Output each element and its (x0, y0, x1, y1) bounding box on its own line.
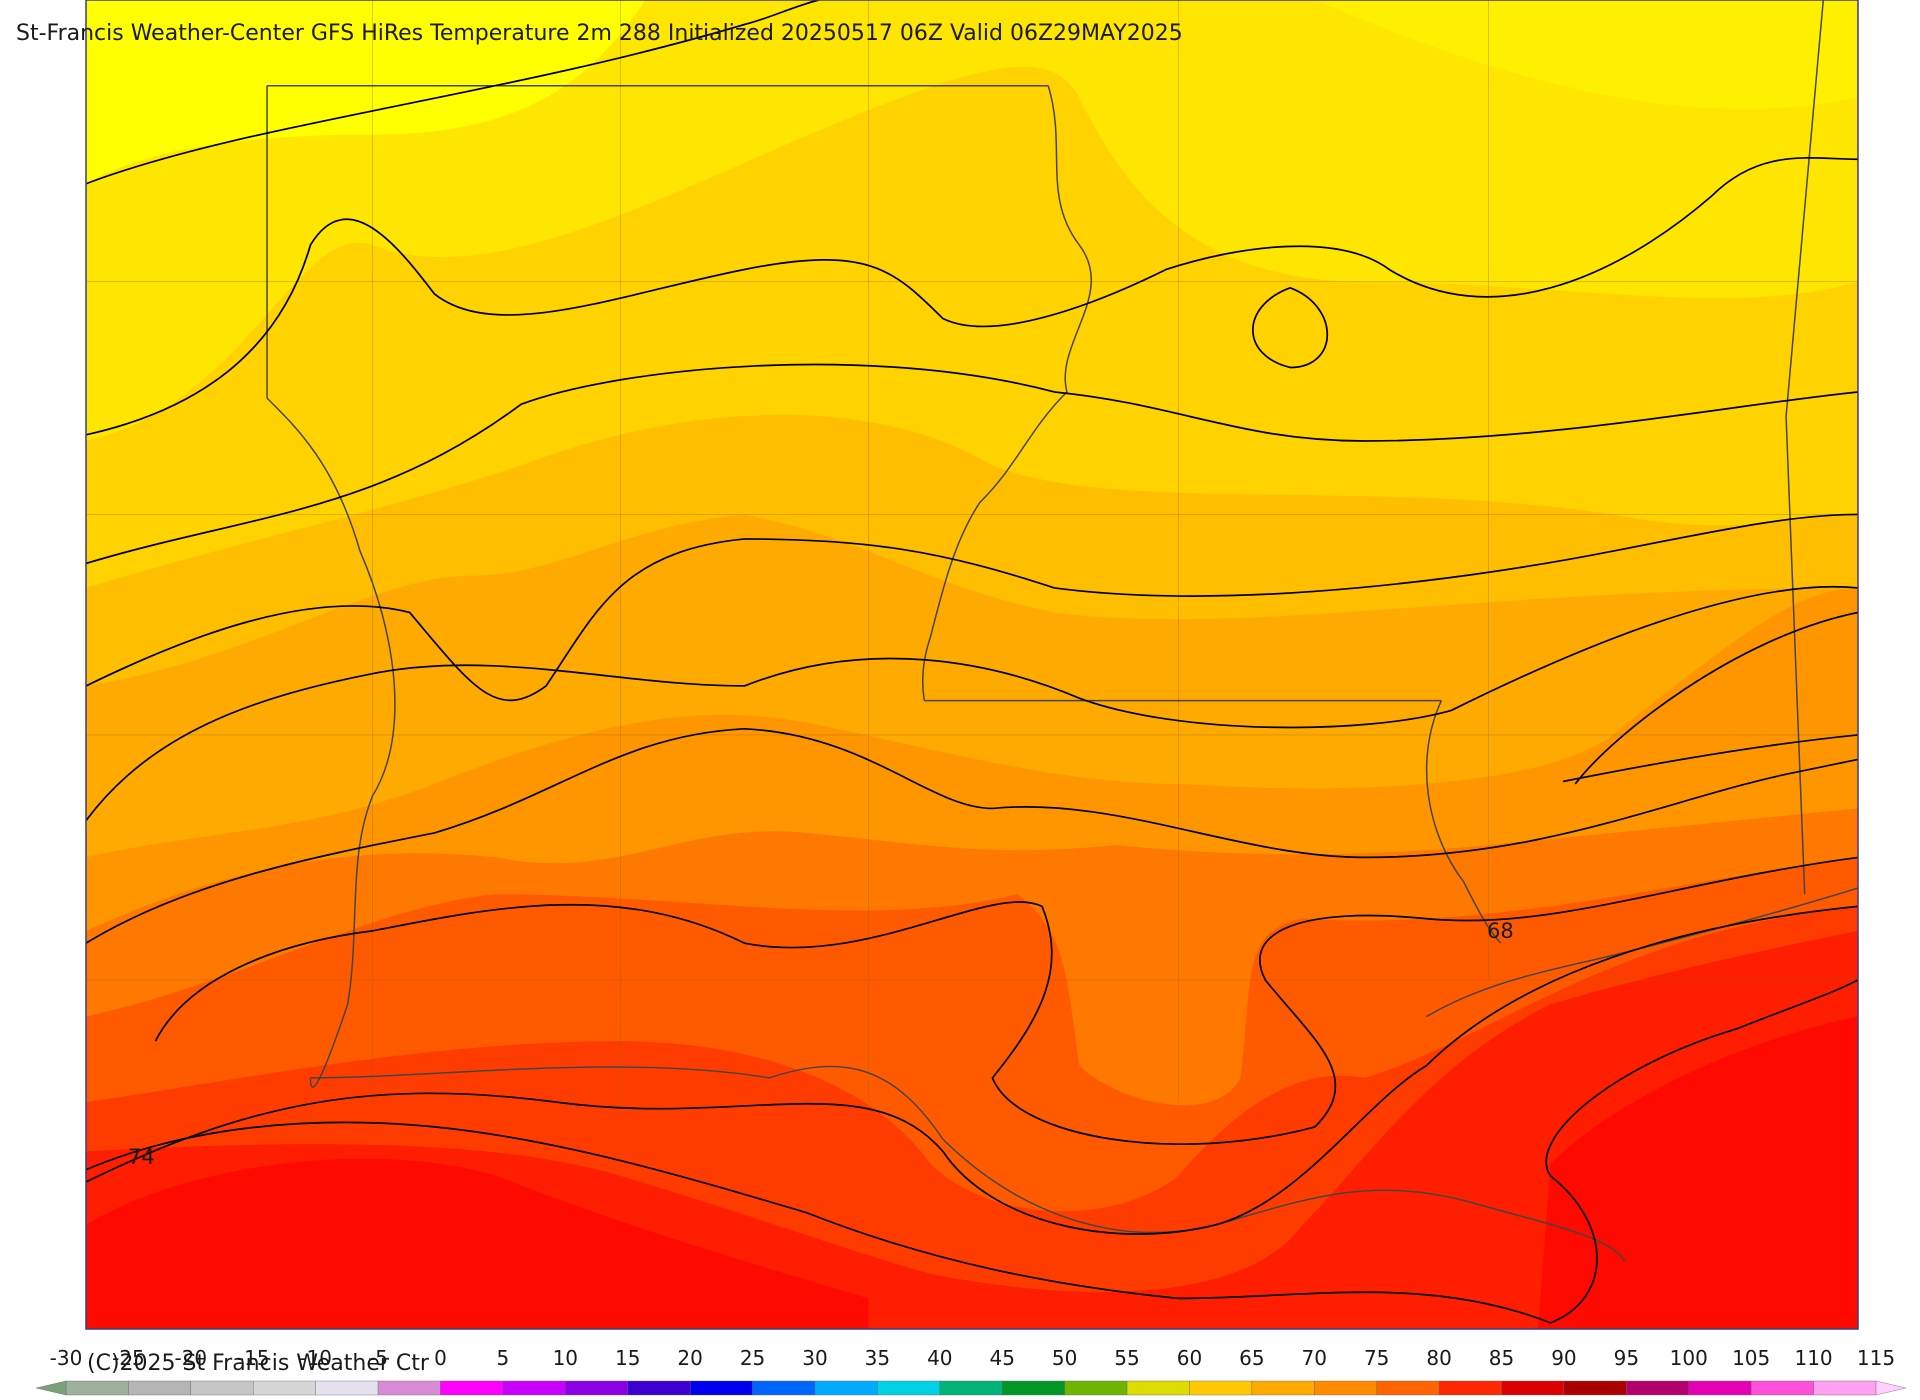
colorbar-tick-label: 115 (1857, 1346, 1895, 1370)
colorbar-tick-label: -10 (299, 1346, 332, 1370)
colorbar-segment (1438, 1380, 1502, 1396)
colorbar-segment (1501, 1380, 1565, 1396)
coastline (310, 887, 1858, 1262)
colorbar-tick-label: 30 (802, 1346, 827, 1370)
colorbar-segment (65, 1380, 129, 1396)
contour-line (86, 513, 1858, 702)
contour-label: 74 (128, 1145, 155, 1169)
colorbar-tick-label: 60 (1177, 1346, 1202, 1370)
colorbar-segment (377, 1380, 441, 1396)
contour-line (86, 585, 1858, 822)
colorbar-tick-label: 75 (1364, 1346, 1389, 1370)
colorbar-segment (1126, 1380, 1190, 1396)
colorbar-over-arrow (1875, 1380, 1907, 1396)
colorbar-segment (1314, 1380, 1377, 1396)
contour-label: 68 (1487, 919, 1514, 943)
colorbar-tick-label: 100 (1670, 1346, 1708, 1370)
colorbar-tick-label: 90 (1551, 1346, 1576, 1370)
colorbar-tick-label: 20 (677, 1346, 702, 1370)
contour-line (154, 856, 1858, 1145)
colorbar-segment (502, 1380, 566, 1396)
colorbar-segment (1813, 1380, 1877, 1396)
colorbar-tick-label: 110 (1794, 1346, 1832, 1370)
colorbar-segment (1251, 1380, 1315, 1396)
colorbar-tick-label: 0 (434, 1346, 447, 1370)
colorbar-tick-label: 70 (1302, 1346, 1327, 1370)
contour-line (86, 157, 1858, 436)
colorbar-segment (128, 1380, 192, 1396)
colorbar-segment (315, 1380, 379, 1396)
colorbar: -30 -25 -20 -15 -10 -5 0 5 10 15 20 25 30 35 40 45 50 55 6… (35, 1346, 1907, 1396)
contour-line (86, 905, 1858, 1235)
colorbar-segment (1064, 1380, 1128, 1396)
temperature-band (1314, 0, 1858, 109)
contour-line (86, 0, 820, 185)
colorbar-segment (1688, 1380, 1752, 1396)
colorbar-tick-label: -30 (50, 1346, 83, 1370)
copyright: (C)2025 St Francis Weather Ctr (87, 1351, 430, 1376)
colorbar-segment (939, 1380, 1003, 1396)
colorbar-tick-label: 10 (553, 1346, 578, 1370)
colorbar-segment (1563, 1380, 1627, 1396)
colorbar-segment (1189, 1380, 1253, 1396)
temperature-band (86, 0, 646, 184)
colorbar-tick-label: 105 (1732, 1346, 1770, 1370)
colorbar-segment (877, 1380, 940, 1396)
colorbar-tick-label: 50 (1052, 1346, 1077, 1370)
colorbar-tick-label: 95 (1614, 1346, 1639, 1370)
colorbar-segment (1750, 1380, 1814, 1396)
colorbar-tick-label: -5 (368, 1346, 388, 1370)
colorbar-segment (253, 1380, 316, 1396)
contour-line (86, 363, 1858, 565)
colorbar-tick-label: 80 (1426, 1346, 1451, 1370)
colorbar-tick-label: 15 (615, 1346, 640, 1370)
colorbar-segment (565, 1380, 628, 1396)
colorbar-tick-label: 45 (989, 1346, 1014, 1370)
map-title: St-Francis Weather-Center GFS HiRes Temp… (16, 21, 1183, 46)
contour-line (1562, 611, 1858, 785)
colorbar-segment (814, 1380, 878, 1396)
contour-line (86, 979, 1858, 1324)
colorbar-segment (190, 1380, 254, 1396)
colorbar-tick-label: 25 (740, 1346, 765, 1370)
temperature-band (86, 1016, 1858, 1329)
colorbar-segment (440, 1380, 504, 1396)
colorbar-tick-label: 35 (865, 1346, 890, 1370)
colorbar-tick-label: 40 (927, 1346, 952, 1370)
colorbar-under-arrow (35, 1380, 67, 1396)
colorbar-tick-label: -25 (112, 1346, 145, 1370)
colorbar-segment (1002, 1380, 1065, 1396)
contour-line (1252, 286, 1328, 369)
colorbar-tick-label: -20 (174, 1346, 207, 1370)
colorbar-tick-label: 65 (1239, 1346, 1264, 1370)
colorbar-segment (627, 1380, 691, 1396)
colorbar-segment (752, 1380, 816, 1396)
colorbar-tick-label: -15 (237, 1346, 270, 1370)
colorbar-segment (1376, 1380, 1440, 1396)
contour-line (86, 727, 1858, 944)
colorbar-segment (1626, 1380, 1689, 1396)
map (86, 0, 1858, 1329)
colorbar-tick-label: 85 (1489, 1346, 1514, 1370)
map-frame (85, 0, 1859, 1330)
colorbar-tick-label: 55 (1114, 1346, 1139, 1370)
colorbar-segment (689, 1380, 753, 1396)
colorbar-tick-label: 5 (497, 1346, 510, 1370)
state-borders (266, 0, 1825, 1088)
